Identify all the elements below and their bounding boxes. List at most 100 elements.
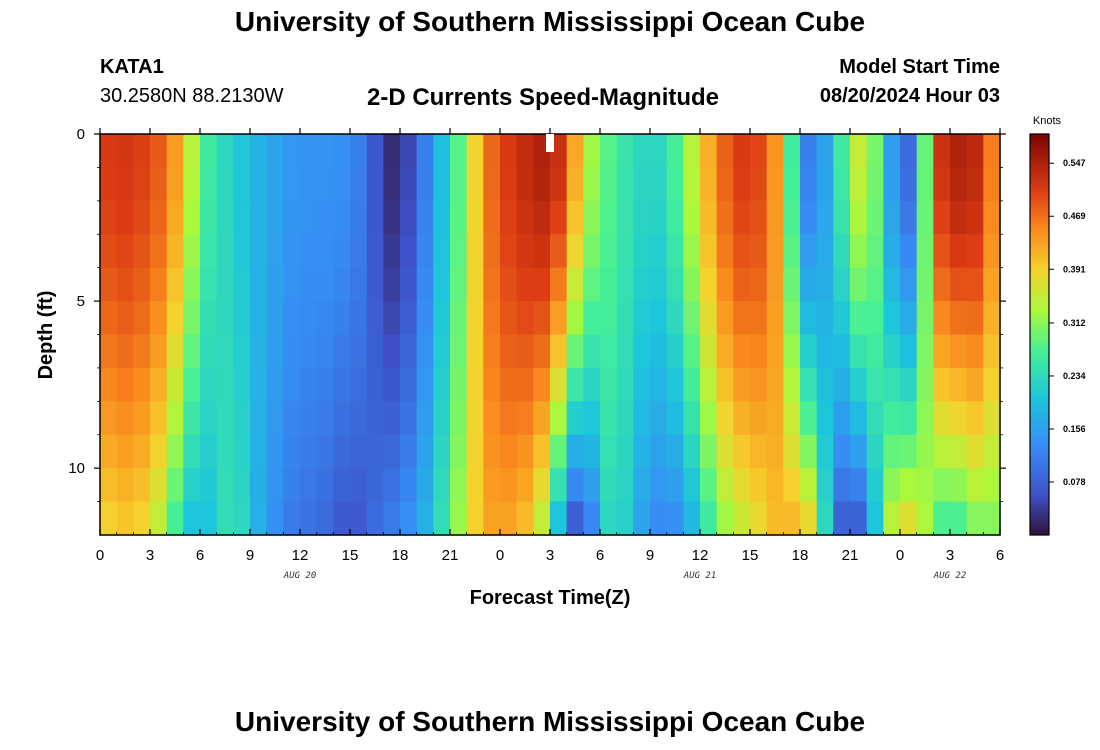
heatmap-cell	[350, 134, 368, 169]
heatmap-cell	[283, 434, 301, 469]
heatmap-cell	[750, 267, 768, 302]
heatmap-cell	[650, 434, 668, 469]
heatmap-cell	[850, 501, 868, 536]
y-axis-title: Depth (ft)	[35, 291, 57, 380]
heatmap-cell	[683, 501, 701, 536]
heatmap-cell	[183, 367, 201, 402]
heatmap-cell	[250, 367, 268, 402]
heatmap-cell	[150, 468, 168, 503]
heatmap-cell	[533, 434, 551, 469]
heatmap-cell	[733, 200, 751, 235]
heatmap-cell	[100, 267, 118, 302]
heatmap-cell	[533, 367, 551, 402]
heatmap-cell	[650, 468, 668, 503]
heatmap-cell	[750, 367, 768, 402]
heatmap-cell	[366, 200, 384, 235]
heatmap-cell	[533, 468, 551, 503]
heatmap-cell	[466, 134, 484, 169]
heatmap-cell	[316, 434, 334, 469]
heatmap-cell	[883, 267, 901, 302]
heatmap-cell	[250, 468, 268, 503]
heatmap-cell	[783, 501, 801, 536]
heatmap-cell	[700, 367, 718, 402]
heatmap-cell	[883, 234, 901, 269]
heatmap-cell	[400, 434, 418, 469]
heatmap-cell	[383, 267, 401, 302]
heatmap-cell	[950, 200, 968, 235]
heatmap-cell	[333, 501, 351, 536]
x-tick-label: 12	[692, 547, 709, 564]
heatmap-cell	[533, 200, 551, 235]
heatmap-cell	[550, 200, 568, 235]
heatmap-cell	[850, 468, 868, 503]
heatmap-cell	[733, 434, 751, 469]
heatmap-cell	[133, 134, 151, 169]
heatmap-cell	[966, 267, 984, 302]
heatmap-cell	[866, 167, 884, 202]
heatmap-cell	[583, 234, 601, 269]
heatmap-cell	[233, 200, 251, 235]
heatmap-cell	[483, 167, 501, 202]
heatmap-cell	[833, 134, 851, 169]
heatmap-cell	[616, 234, 634, 269]
heatmap-cell	[866, 501, 884, 536]
heatmap-cell	[983, 301, 1001, 336]
heatmap-cell	[266, 200, 284, 235]
heatmap-cell	[533, 334, 551, 369]
heatmap-cell	[816, 234, 834, 269]
heatmap-cell	[666, 301, 684, 336]
heatmap-cell	[316, 501, 334, 536]
heatmap-cell	[116, 234, 134, 269]
heatmap-cell	[700, 501, 718, 536]
heatmap-cell	[316, 267, 334, 302]
heatmap-cell	[533, 301, 551, 336]
heatmap-cell	[183, 267, 201, 302]
heatmap-cell	[700, 134, 718, 169]
heatmap-cell	[683, 367, 701, 402]
heatmap-cell	[383, 301, 401, 336]
heatmap-cell	[633, 401, 651, 436]
heatmap-cell	[783, 267, 801, 302]
heatmap-cell	[150, 401, 168, 436]
heatmap-cell	[916, 501, 934, 536]
heatmap-cell	[566, 167, 584, 202]
heatmap-cell	[433, 267, 451, 302]
colorbar-tick-label: 0.469	[1063, 211, 1086, 221]
heatmap-cell	[883, 200, 901, 235]
heatmap-cell	[183, 134, 201, 169]
heatmap-cell	[266, 134, 284, 169]
heatmap-cell	[866, 434, 884, 469]
heatmap-cell	[833, 501, 851, 536]
heatmap-cell	[683, 167, 701, 202]
heatmap-cell	[483, 501, 501, 536]
date-label: AUG 20	[283, 571, 317, 581]
heatmap-cell	[850, 234, 868, 269]
x-tick-label: 18	[792, 547, 809, 564]
heatmap-cell	[816, 301, 834, 336]
heatmap-cell	[733, 401, 751, 436]
heatmap-cell	[400, 501, 418, 536]
heatmap-cell	[366, 367, 384, 402]
heatmap-cell	[766, 301, 784, 336]
heatmap-cell	[750, 334, 768, 369]
heatmap-cell	[450, 301, 468, 336]
heatmap-cell	[216, 301, 234, 336]
x-tick-label: 0	[496, 547, 504, 564]
heatmap-cell	[416, 401, 434, 436]
heatmap-cell	[500, 234, 518, 269]
heatmap-cell	[133, 167, 151, 202]
heatmap-cell	[683, 134, 701, 169]
heatmap-cell	[250, 401, 268, 436]
heatmap-cell	[250, 501, 268, 536]
heatmap-cell	[333, 200, 351, 235]
heatmap-cell	[600, 267, 618, 302]
heatmap-cell	[950, 401, 968, 436]
heatmap-cell	[966, 234, 984, 269]
heatmap-cell	[983, 501, 1001, 536]
heatmap-cell	[933, 334, 951, 369]
heatmap-cell	[466, 401, 484, 436]
heatmap-cell	[933, 367, 951, 402]
heatmap-cell	[233, 501, 251, 536]
heatmap-cell	[566, 301, 584, 336]
heatmap-cell	[666, 401, 684, 436]
